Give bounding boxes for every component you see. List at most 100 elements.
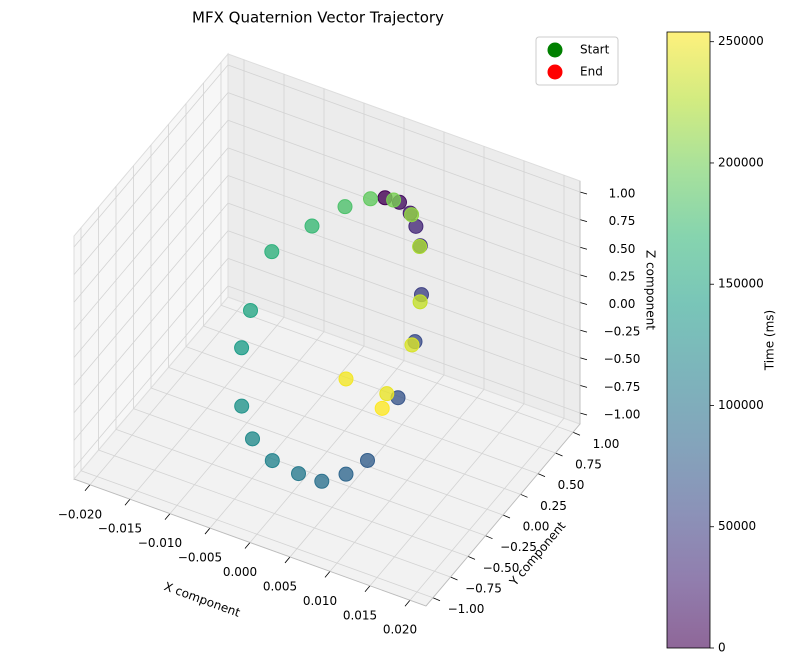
data-point [379, 386, 395, 402]
tick-mark [579, 219, 588, 223]
z-tick-label: 0.25 [609, 269, 636, 283]
colorbar-tick-label: 250000 [718, 34, 764, 48]
tick-mark [164, 513, 171, 520]
z-axis-label: Z component [644, 250, 658, 330]
tick-mark [579, 302, 588, 305]
data-point [338, 466, 354, 482]
tick-mark [485, 535, 493, 540]
tick-mark [404, 599, 411, 607]
grid-line [80, 470, 434, 599]
legend-marker [547, 64, 563, 80]
tick-mark [84, 484, 91, 492]
y-tick-label: 1.00 [593, 437, 620, 451]
tick-mark [555, 452, 563, 457]
grid-line [133, 408, 486, 537]
grid-line [227, 230, 581, 359]
tick-mark [450, 576, 458, 581]
data-point [404, 207, 420, 223]
grid-line [98, 449, 451, 578]
data-point [360, 452, 375, 468]
grid-line [185, 346, 539, 475]
data-point [338, 371, 354, 387]
tick-mark [432, 597, 441, 602]
data-point [264, 453, 280, 469]
z-tick-label: −0.75 [604, 380, 641, 394]
colorbar-tick-label: 50000 [718, 519, 756, 533]
colorbar-tick-label: 200000 [718, 155, 764, 169]
colorbar-tick-label: 150000 [718, 277, 764, 291]
z-tick-label: 0.75 [609, 214, 636, 228]
grid-line [168, 366, 521, 495]
tick-mark [204, 527, 211, 535]
legend-label: Start [580, 43, 610, 57]
grid-line [115, 428, 469, 557]
data-point [337, 199, 353, 215]
grid-line [73, 175, 229, 358]
data-point [264, 244, 280, 260]
tick-mark [579, 384, 588, 388]
y-tick-label: 0.25 [540, 499, 567, 513]
grid-line [227, 285, 581, 414]
tick-mark [579, 412, 588, 416]
data-point [363, 191, 378, 207]
grid-line [73, 92, 229, 275]
data-point [243, 302, 258, 318]
y-tick-label: 0.00 [523, 520, 550, 534]
data-point [245, 431, 260, 447]
grid-line [73, 120, 229, 303]
data-point [234, 340, 250, 356]
x-tick-label: −0.020 [58, 507, 102, 521]
y-tick-label: 0.75 [575, 457, 602, 471]
x-tick-label: 0.020 [383, 623, 417, 637]
tick-mark [579, 191, 588, 195]
grid-line [73, 147, 229, 331]
x-tick-label: 0.010 [303, 594, 337, 608]
x-tick-label: −0.005 [178, 551, 222, 565]
colorbar [666, 31, 711, 649]
chart-title: MFX Quaternion Vector Trajectory [192, 9, 444, 27]
y-tick-label: −0.75 [465, 582, 502, 596]
y-tick-label: −1.00 [448, 602, 485, 616]
tick-mark [284, 556, 291, 564]
data-point [374, 400, 390, 416]
z-tick-label: −0.50 [604, 352, 641, 366]
x-tick-label: 0.015 [343, 608, 377, 622]
tick-mark [364, 585, 371, 593]
data-point [304, 218, 320, 234]
tick-mark [520, 493, 528, 498]
tick-mark [502, 514, 511, 519]
grid-line [73, 258, 229, 441]
grid-line [227, 119, 581, 248]
data-point [386, 192, 402, 208]
legend-marker [547, 42, 563, 58]
grid-line [150, 387, 504, 516]
tick-mark [537, 473, 546, 478]
x-tick-label: −0.015 [98, 522, 142, 536]
data-point [291, 466, 306, 482]
x-tick-label: 0.000 [223, 565, 257, 579]
grid-line [227, 257, 581, 386]
grid-line [203, 325, 556, 454]
grid-line [227, 64, 581, 193]
tick-mark [324, 571, 331, 578]
colorbar-tick-label: 100000 [718, 398, 764, 412]
data-point [412, 239, 428, 255]
tick-mark [579, 357, 588, 361]
tick-mark [579, 274, 588, 278]
y-tick-label: 0.50 [558, 478, 585, 492]
data-point [234, 398, 250, 414]
z-tick-label: 0.00 [609, 297, 636, 311]
y-tick-label: −0.50 [483, 561, 520, 575]
data-point [404, 337, 420, 353]
grid-line [227, 92, 581, 221]
tick-mark [467, 555, 476, 560]
tick-mark [579, 329, 588, 333]
data-point [314, 473, 330, 489]
z-tick-label: −0.25 [604, 325, 641, 339]
legend-label: End [580, 65, 603, 79]
axis-line [73, 478, 427, 607]
grid-line [220, 304, 574, 433]
grid-line [73, 202, 229, 386]
colorbar-label: Time (ms) [763, 310, 777, 372]
